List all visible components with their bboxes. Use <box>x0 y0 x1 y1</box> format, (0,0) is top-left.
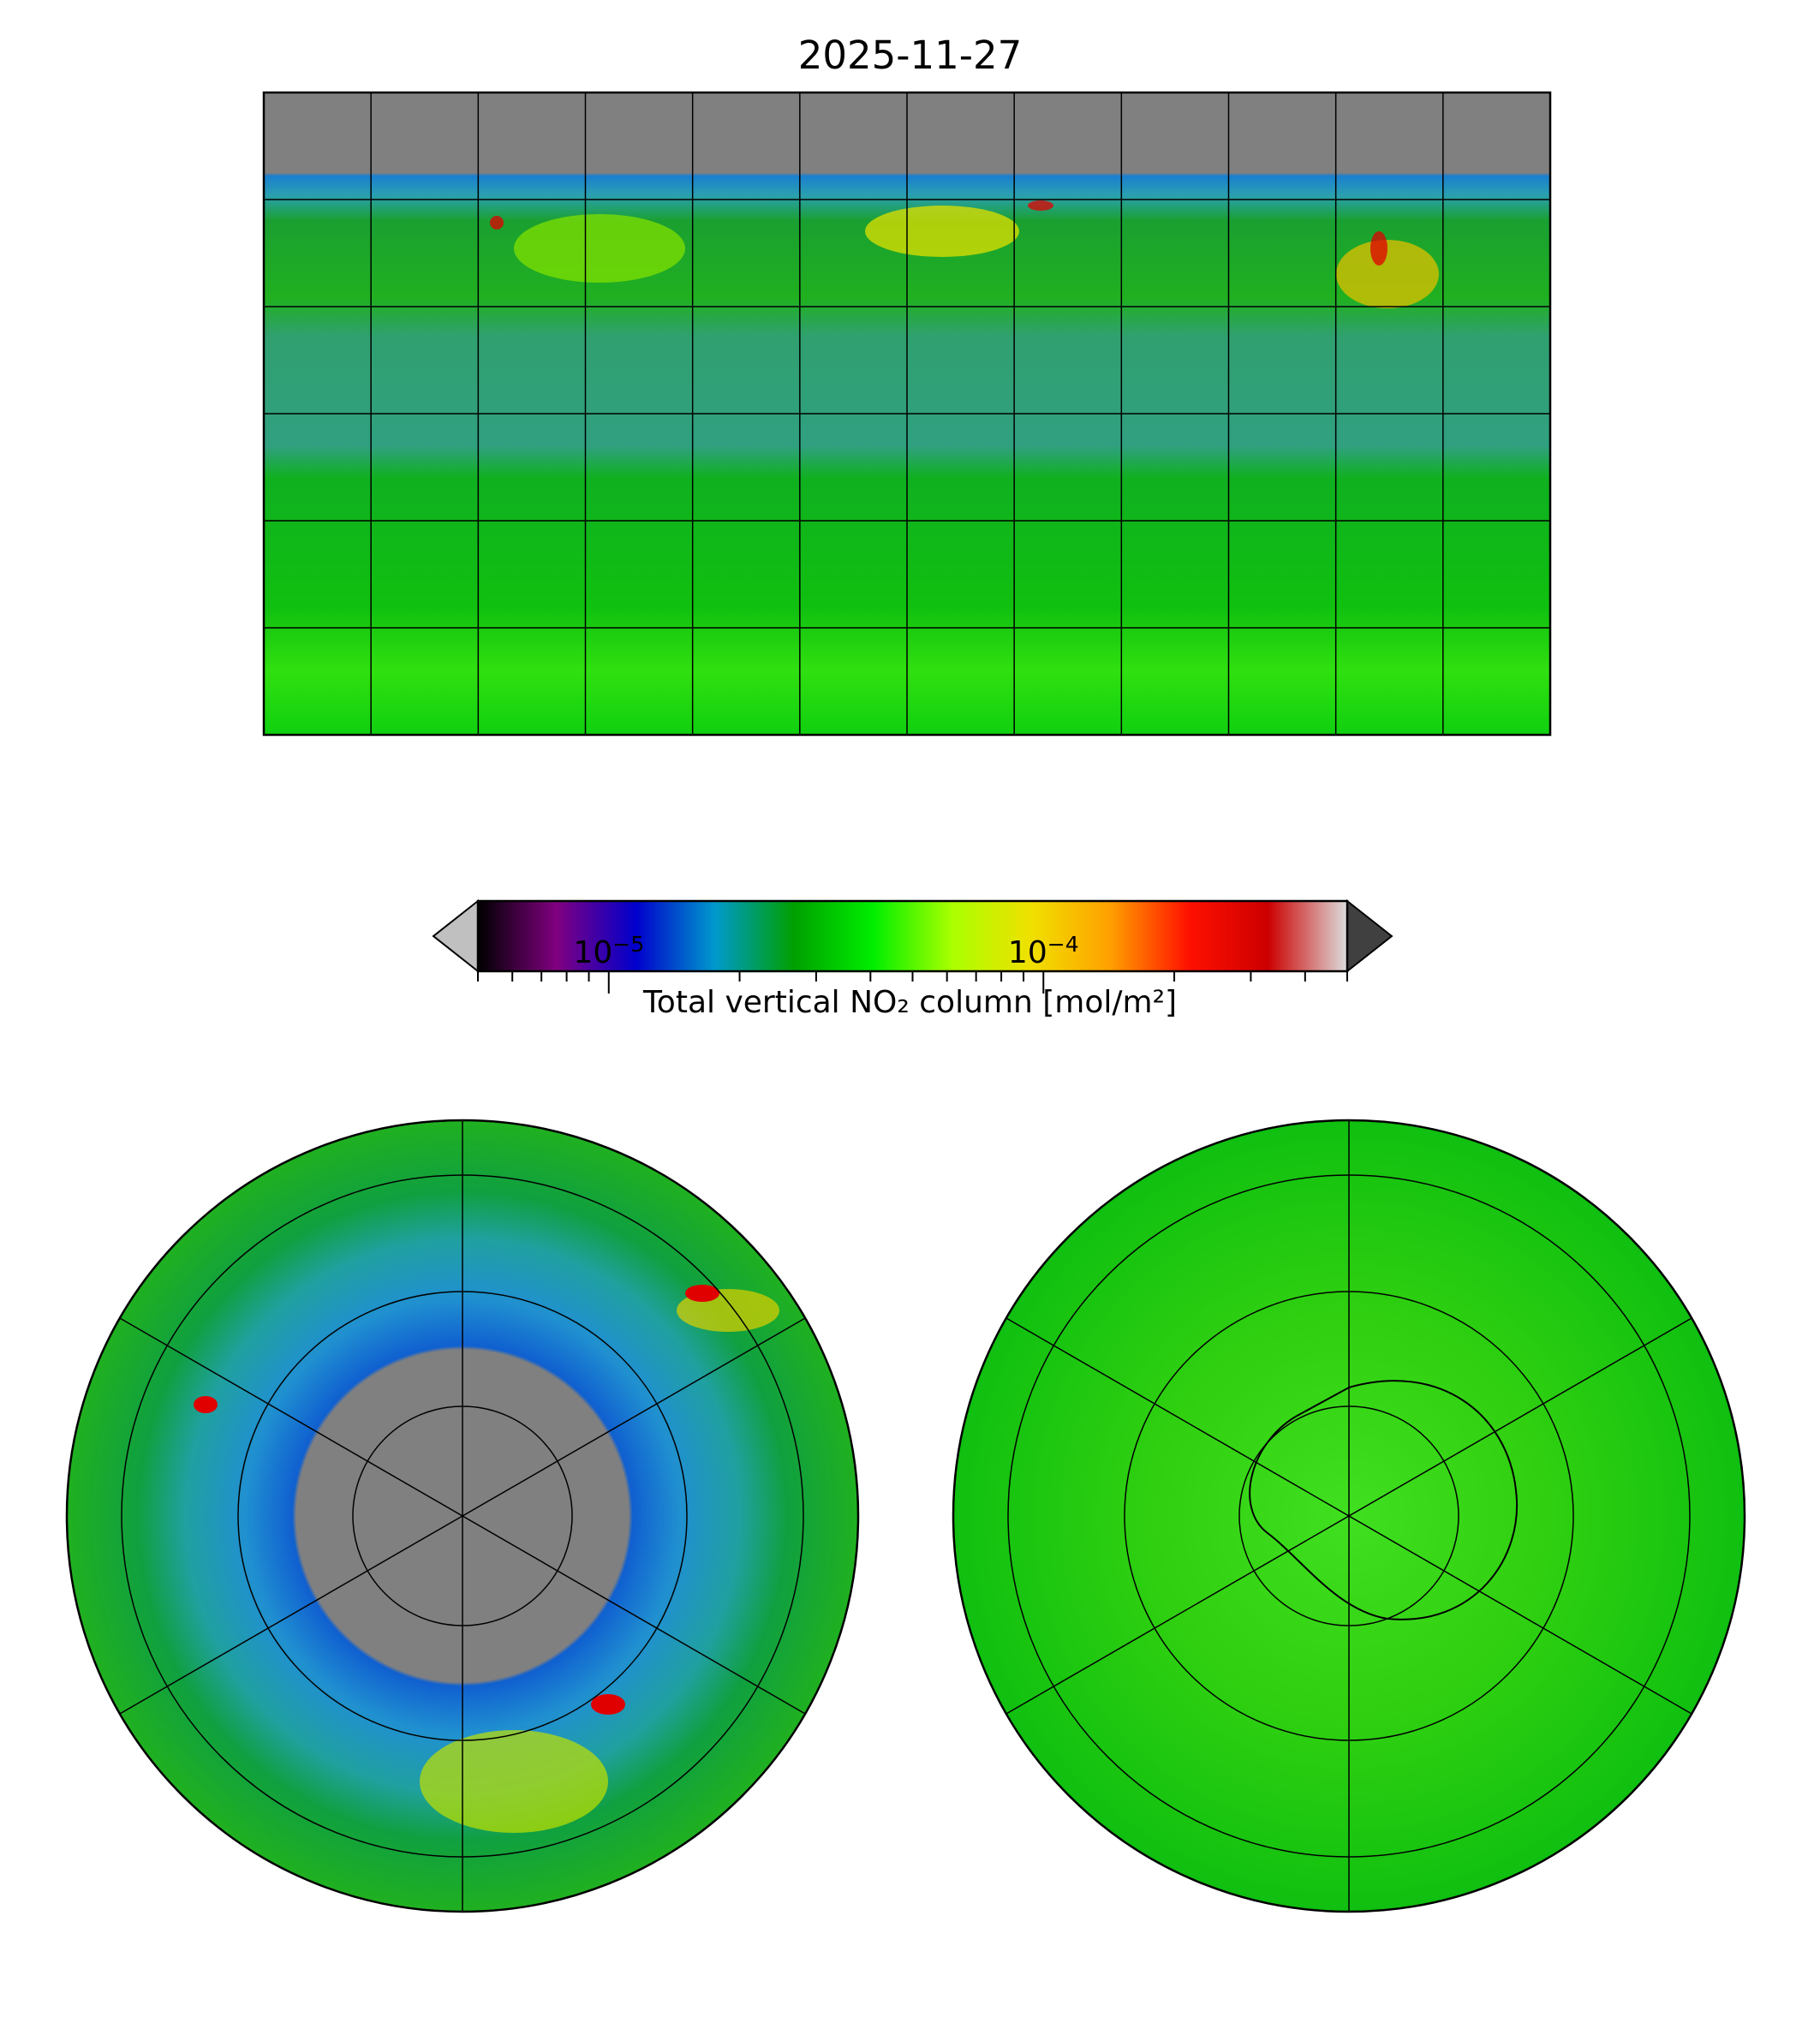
no2-hotspot <box>514 214 685 283</box>
meridian-line <box>113 1314 812 1718</box>
colorbar-label: Total vertical NO₂ column [mol/m²] <box>642 985 1178 1020</box>
global-map-hotspots <box>490 200 1439 308</box>
colorbar-bar <box>476 899 1349 973</box>
global-map-gridlines <box>264 92 1550 735</box>
antarctica-coastline <box>1249 1380 1519 1620</box>
no2-hotspot <box>1336 240 1439 308</box>
no2-hotspot <box>1370 231 1387 266</box>
north-polar-map <box>65 1119 860 1913</box>
colorbar-under-arrow <box>432 898 479 974</box>
colorbar-tick-label: 10−4 <box>1007 932 1079 970</box>
colorbar-ticks <box>477 971 1348 994</box>
no2-hotspot <box>1028 200 1053 211</box>
north-polar-frame <box>65 1119 860 1913</box>
colorbar <box>432 898 1393 994</box>
colorbar-tick-label: 10−5 <box>573 932 645 970</box>
global-map <box>262 91 1552 737</box>
no2-hotspot <box>490 216 504 230</box>
south-polar-map <box>952 1119 1746 1913</box>
no2-hotspot <box>865 206 1019 257</box>
meridian-line <box>1000 1314 1698 1718</box>
chart-title: 2025-11-27 <box>797 33 1023 78</box>
colorbar-over-arrow <box>1346 898 1393 974</box>
global-map-frame <box>262 91 1552 737</box>
south-polar-frame <box>952 1119 1746 1913</box>
